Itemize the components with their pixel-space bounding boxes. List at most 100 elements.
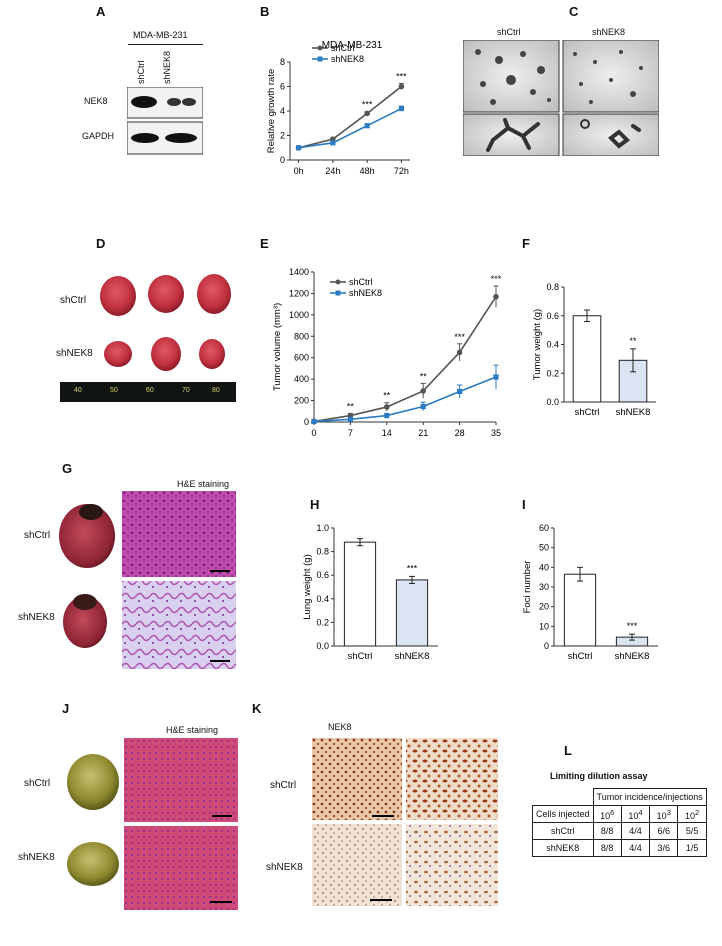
x-tick-label: 48h <box>360 166 375 176</box>
legend-marker <box>335 290 341 296</box>
data-point <box>398 105 405 112</box>
significance-label: *** <box>454 332 465 342</box>
panel-c-label-shctrl: shCtrl <box>497 27 521 37</box>
x-tick-label: 72h <box>394 166 409 176</box>
bar-shNEK8 <box>395 579 429 647</box>
he-staining-lung <box>122 491 236 669</box>
panel-j-row-shctrl: shCtrl <box>24 778 51 789</box>
x-tick-label: shCtrl <box>575 407 600 418</box>
significance-label: *** <box>362 100 373 110</box>
table-row: shNEK8 8/8 4/4 3/6 1/5 <box>532 839 707 857</box>
y-tick-label: 40 <box>539 562 549 572</box>
panel-label-j: J <box>62 701 70 716</box>
legend-marker <box>317 45 323 51</box>
he-staining-liver <box>124 738 238 910</box>
y-tick-label: 0.4 <box>546 340 559 350</box>
legend-marker <box>335 279 341 285</box>
data-point <box>493 374 499 380</box>
table-cell: 3/6 <box>649 839 679 857</box>
y-tick-label: 0.4 <box>316 594 329 604</box>
y-tick-label: 2 <box>280 131 285 141</box>
significance-label: *** <box>491 274 502 284</box>
data-point <box>384 404 390 410</box>
chart-f-tumor-weight: 0.0 0.2 0.4 0.6 0.8 Tumor weight (g) shCtrl shN… <box>532 282 656 418</box>
legend-label: shCtrl <box>331 43 355 53</box>
y-tick-label: 0.6 <box>546 311 559 321</box>
table-cell: 5/5 <box>677 822 707 840</box>
data-point <box>457 388 463 395</box>
x-tick-label: 7 <box>348 428 353 438</box>
legend-label: shCtrl <box>349 277 373 287</box>
panel-label-k: K <box>252 701 262 716</box>
y-tick-label: 6 <box>280 82 285 92</box>
x-tick-label: shCtrl <box>568 651 593 662</box>
blot-image <box>127 87 203 155</box>
ruler-mark: 70 <box>182 387 190 394</box>
data-point <box>493 293 499 300</box>
panel-g-row-shnek8: shNEK8 <box>18 612 55 623</box>
y-tick-label: 0.0 <box>546 397 559 407</box>
y-tick-label: 8 <box>280 57 285 67</box>
y-tick-label: 0.2 <box>316 617 329 627</box>
panel-label-l: L <box>564 743 572 758</box>
bar-shCtrl <box>563 573 597 647</box>
x-tick-label: 0 <box>311 428 316 438</box>
panel-j-row-shnek8: shNEK8 <box>18 852 55 863</box>
series-line-shNEK8 <box>313 376 497 423</box>
significance-label: *** <box>627 621 638 631</box>
y-tick-label: 200 <box>294 396 309 406</box>
x-tick-label: 0h <box>294 166 304 176</box>
y-tick-label: 0.8 <box>546 282 559 292</box>
table-dilution: 106 <box>592 805 622 823</box>
y-tick-label: 60 <box>539 523 549 533</box>
panel-label-a: A <box>96 4 106 19</box>
chart-title: MDA-MB-231 <box>322 40 383 51</box>
x-tick-label: shNEK8 <box>395 651 430 662</box>
x-tick-label: 35 <box>491 428 501 438</box>
y-tick-label: 1.0 <box>316 523 329 533</box>
panel-c-label-shnek8: shNEK8 <box>592 27 626 37</box>
panel-label-d: D <box>96 236 106 251</box>
y-tick-label: 30 <box>539 582 549 592</box>
panel-label-f: F <box>522 236 530 251</box>
table-group-header: Tumor incidence/injections <box>592 788 707 806</box>
legend-label: shNEK8 <box>349 288 382 298</box>
table-title: Limiting dilution assay <box>550 771 648 781</box>
y-tick-label: 0.8 <box>316 547 329 557</box>
data-point <box>384 412 390 419</box>
panel-g-title: H&E staining <box>177 479 230 489</box>
significance-label: ** <box>347 401 355 411</box>
x-tick-label: 28 <box>455 428 465 438</box>
data-point <box>456 349 463 356</box>
panel-k-title: NEK8 <box>328 722 352 732</box>
table-cell: 8/8 <box>592 839 622 857</box>
data-point <box>330 140 336 146</box>
x-tick-label: 21 <box>418 428 428 438</box>
panel-label-h: H <box>310 497 320 512</box>
chart-h-lung-weight: 0.0 0.2 0.4 0.6 0.8 1.0 Lung weight (g) shCtrl s… <box>302 523 438 662</box>
blot-lane-shnek8: shNEK8 <box>162 50 172 84</box>
x-tick-label: shCtrl <box>348 651 373 662</box>
ihc-images <box>312 738 498 906</box>
blot-lane-shctrl: shCtrl <box>136 60 146 84</box>
y-tick-label: 20 <box>539 602 549 612</box>
blot-row-nek8: NEK8 <box>84 96 108 106</box>
y-tick-label: 1400 <box>289 267 309 277</box>
y-tick-label: 0.0 <box>316 641 329 651</box>
liver-photos <box>67 754 119 886</box>
y-tick-label: 0.6 <box>316 570 329 580</box>
panel-label-g: G <box>62 461 73 476</box>
panel-label-c: C <box>569 4 579 19</box>
significance-label: ** <box>383 391 391 401</box>
panel-d-row-shnek8: shNEK8 <box>56 348 93 359</box>
panel-k-row-shctrl: shCtrl <box>270 780 297 791</box>
blot-cell-line-label: MDA-MB-231 <box>133 30 188 40</box>
table-cell: 6/6 <box>649 822 679 840</box>
series-line-shCtrl <box>313 296 497 423</box>
significance-label: ** <box>629 336 637 346</box>
table-dilution: 103 <box>649 805 679 823</box>
ruler-mark: 60 <box>146 387 154 394</box>
legend-marker <box>317 56 323 62</box>
y-tick-label: 0 <box>304 417 309 427</box>
